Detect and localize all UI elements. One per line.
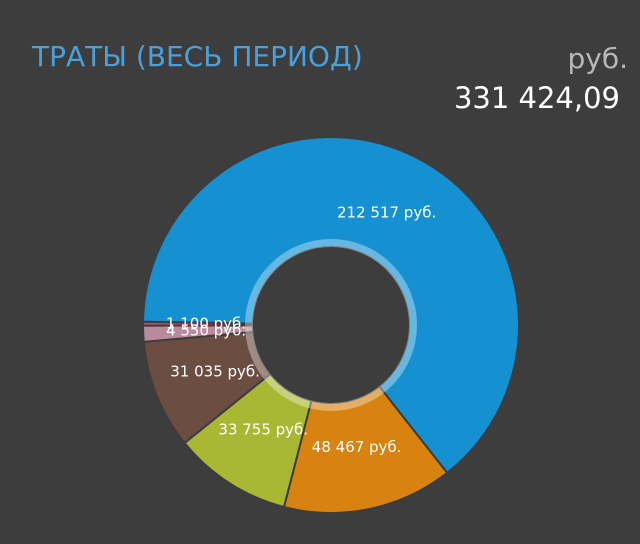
total: 331 424,09 (454, 81, 620, 115)
donut-labels: 212 517 руб. 48 467 руб.33 755 руб. 31 035… (166, 204, 436, 456)
donut (141, 136, 520, 514)
unit: руб. (567, 42, 628, 75)
slice-label: 1 100 руб. (166, 315, 246, 333)
slice-label: 33 755 руб. (218, 421, 308, 439)
title: ТРАТЫ (ВЕСЬ ПЕРИОД) (31, 40, 363, 73)
slice-label: 48 467 руб. (312, 438, 402, 456)
slice (282, 384, 449, 514)
slice (142, 136, 520, 475)
slice-label: 31 035 руб. (170, 362, 260, 380)
slice (142, 320, 255, 327)
inner-ring (245, 239, 417, 411)
slice-label: 4 550 руб. (166, 321, 246, 339)
slice-label: 212 517 руб. (337, 204, 436, 222)
